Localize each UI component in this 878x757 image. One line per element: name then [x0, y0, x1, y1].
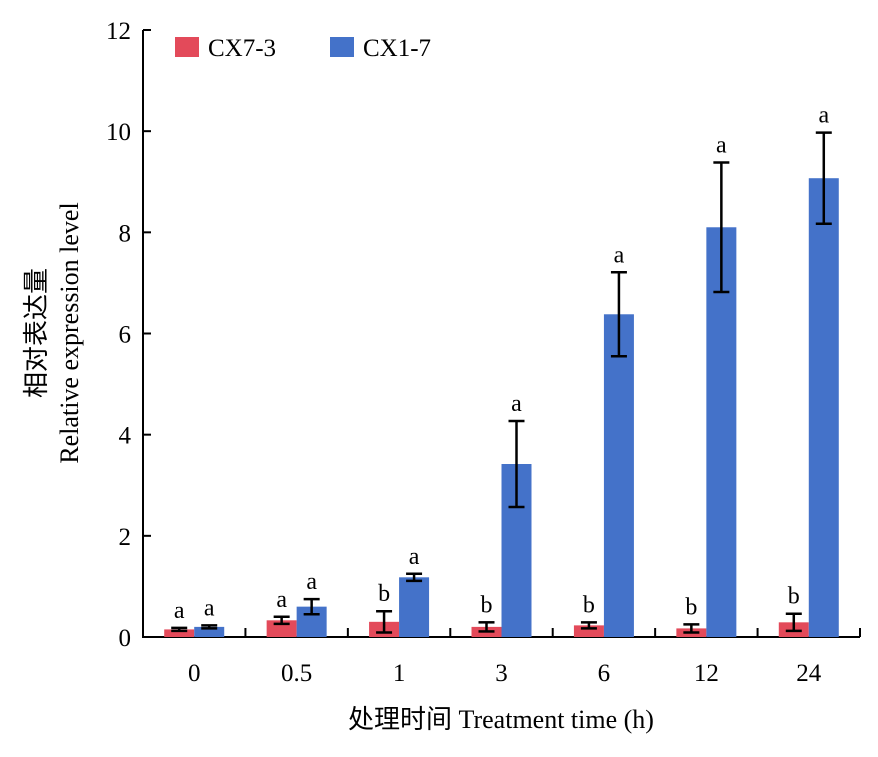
- bar-cx1-7-12: [706, 227, 737, 637]
- x-tick-label: 0: [188, 660, 201, 687]
- y-tick-label: 10: [106, 119, 131, 146]
- y-axis-title-en: Relative expression level: [55, 202, 84, 463]
- y-tick-label: 8: [119, 220, 132, 247]
- x-ticks: 0 0.5 1 3 6 12 24: [142, 628, 861, 687]
- y-tick-label: 2: [119, 524, 132, 551]
- x-tick-label: 12: [694, 660, 719, 687]
- x-tick-label: 24: [796, 660, 822, 687]
- y-axis-title-cn: 相对表达量: [22, 268, 51, 398]
- significance-label: a: [511, 391, 522, 417]
- x-tick-label: 0.5: [281, 660, 312, 687]
- legend-swatch-cx1-7: [330, 37, 354, 57]
- y-tick-label: 4: [119, 423, 132, 450]
- significance-label: a: [306, 569, 317, 595]
- legend: CX7-3 CX1-7: [175, 35, 431, 62]
- significance-label: a: [174, 598, 185, 624]
- x-tick-label: 3: [495, 660, 508, 687]
- significance-label: a: [614, 242, 625, 268]
- legend-label-cx7-3: CX7-3: [208, 35, 276, 62]
- bar-cx1-7-6: [603, 314, 634, 637]
- legend-label-cx1-7: CX1-7: [363, 35, 431, 62]
- significance-label: b: [788, 584, 800, 610]
- significance-label: b: [481, 592, 493, 618]
- x-tick-label: 1: [393, 660, 406, 687]
- bar-cx7-3-0: [164, 629, 195, 637]
- bar-cx1-7-1: [399, 577, 430, 637]
- significance-label: b: [685, 594, 697, 620]
- legend-swatch-cx7-3: [175, 37, 199, 57]
- significance-label: b: [583, 592, 595, 618]
- x-axis-title: 处理时间 Treatment time (h): [348, 705, 654, 734]
- y-tick-label: 0: [119, 625, 132, 652]
- significance-label: a: [276, 587, 287, 613]
- bar-cx7-3-6: [573, 625, 604, 637]
- significance-label: b: [378, 581, 390, 607]
- x-tick-label: 6: [598, 660, 611, 687]
- significance-label: a: [204, 595, 215, 621]
- significance-label: a: [409, 544, 420, 570]
- significance-label: a: [818, 103, 829, 129]
- significance-label: a: [716, 133, 727, 159]
- bars: [164, 178, 839, 637]
- y-tick-label: 12: [106, 18, 131, 45]
- error-bars: [171, 131, 832, 634]
- bar-cx1-7-0: [194, 626, 225, 637]
- y-ticks: 0 2 4 6 8 10 12: [106, 18, 151, 652]
- y-tick-label: 6: [119, 322, 132, 349]
- bar-cx1-7-24: [808, 178, 839, 637]
